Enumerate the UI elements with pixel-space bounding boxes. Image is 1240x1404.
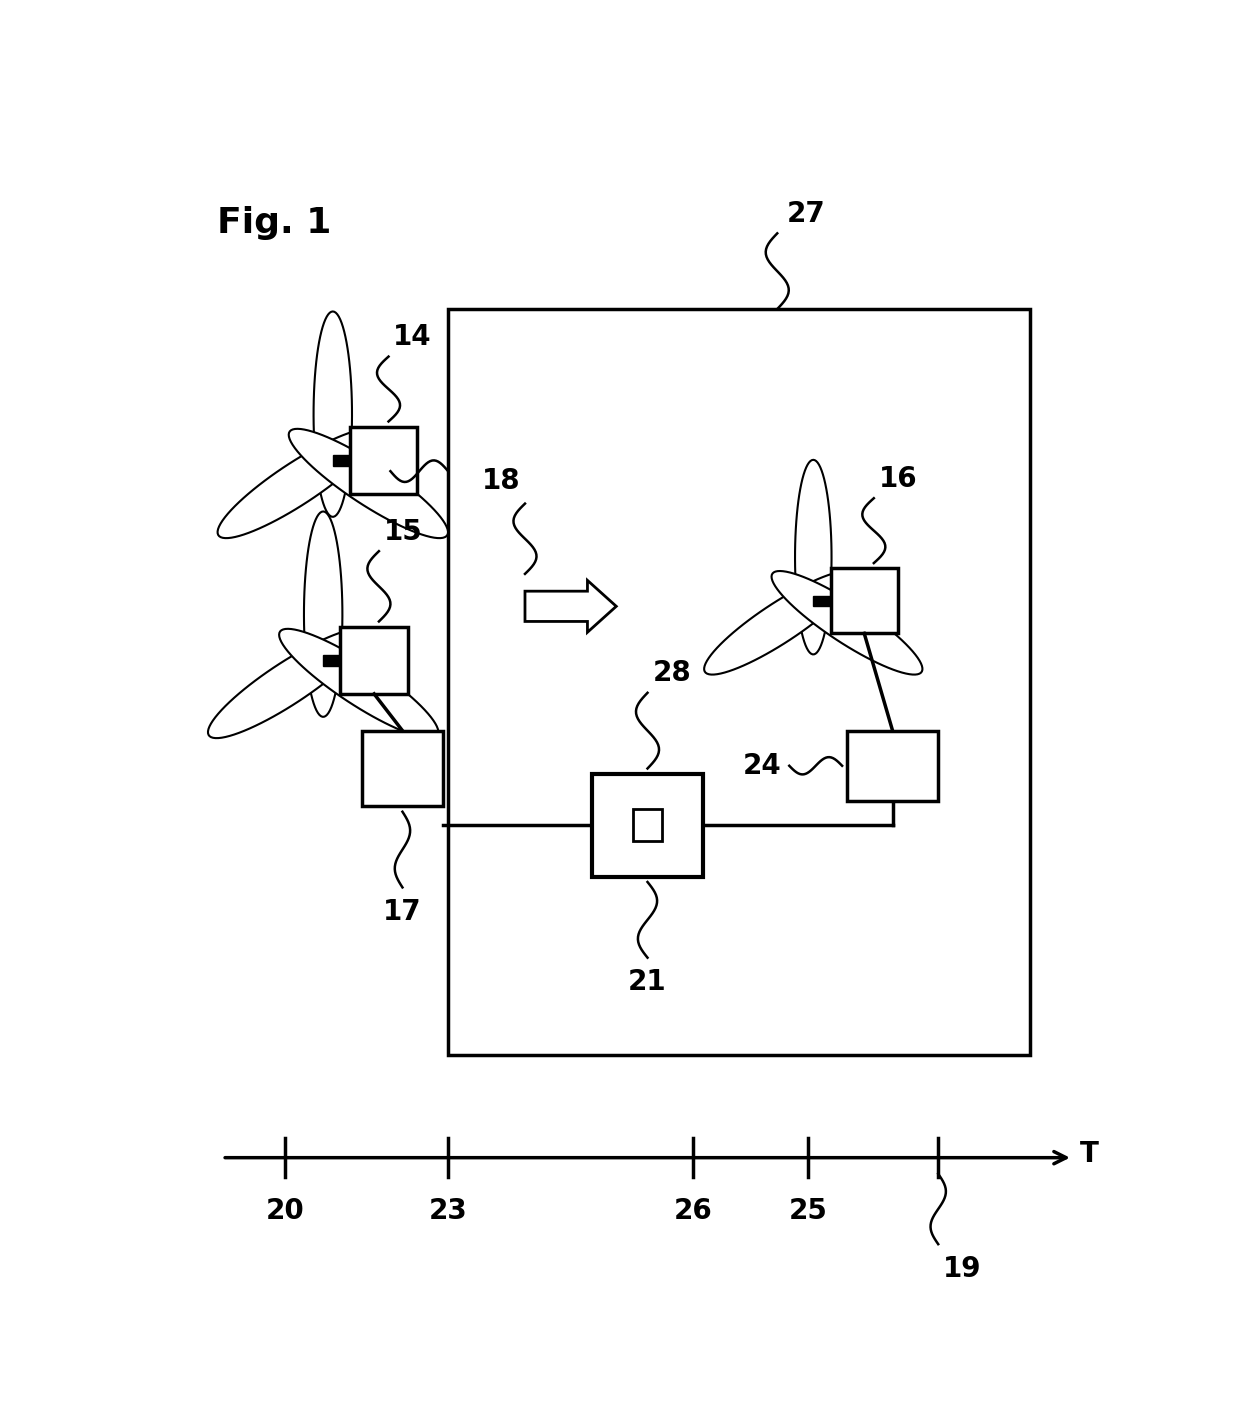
Text: 19: 19	[942, 1255, 982, 1283]
Polygon shape	[795, 461, 832, 654]
Polygon shape	[289, 428, 448, 538]
Bar	[341, 626, 408, 694]
Text: 21: 21	[629, 969, 667, 997]
Bar	[448, 309, 1029, 1054]
Bar	[324, 654, 341, 665]
Text: 23: 23	[429, 1196, 467, 1224]
Bar	[362, 730, 444, 806]
Text: 17: 17	[383, 899, 422, 927]
Polygon shape	[704, 571, 856, 674]
Text: Fig. 1: Fig. 1	[217, 206, 332, 240]
Text: 25: 25	[789, 1196, 828, 1224]
Bar	[847, 730, 939, 800]
FancyArrow shape	[525, 580, 616, 632]
Text: 16: 16	[879, 465, 918, 493]
Polygon shape	[279, 629, 439, 739]
Text: 14: 14	[393, 323, 432, 351]
Text: 15: 15	[383, 518, 423, 546]
Text: 24: 24	[743, 751, 781, 779]
Text: 22: 22	[347, 458, 386, 486]
Text: 27: 27	[787, 199, 826, 227]
Text: 20: 20	[265, 1196, 304, 1224]
Text: 26: 26	[673, 1196, 713, 1224]
Polygon shape	[217, 428, 377, 538]
Polygon shape	[314, 312, 352, 517]
Bar	[813, 595, 831, 607]
Text: 18: 18	[481, 468, 521, 496]
Bar	[350, 427, 418, 494]
Polygon shape	[771, 571, 923, 674]
Bar	[593, 774, 703, 876]
Polygon shape	[304, 511, 342, 717]
Text: T: T	[1080, 1140, 1099, 1168]
Text: 28: 28	[652, 660, 691, 688]
Bar	[831, 569, 898, 633]
Bar	[332, 455, 350, 466]
Bar	[634, 809, 662, 841]
Polygon shape	[208, 629, 367, 739]
